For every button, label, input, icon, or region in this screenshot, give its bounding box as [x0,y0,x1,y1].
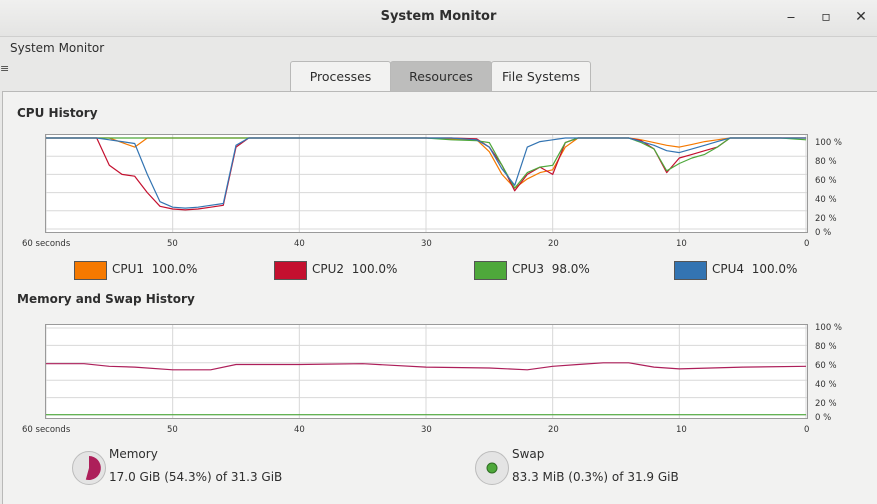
cpu2-legend: CPU2 100.0% [312,262,397,276]
cpu2-value: 100.0% [351,262,398,276]
cpu3-color-swatch[interactable] [474,261,507,280]
cpu2-name: CPU2 [312,262,345,276]
tab-processes[interactable]: Processes [290,61,391,92]
cpu-y-tick: 100 % [815,138,843,148]
tab-resources[interactable]: Resources [390,61,492,92]
cpu-x-tick: 30 [421,239,432,249]
cpu4-value: 100.0% [751,262,798,276]
close-icon[interactable]: ✕ [855,9,867,25]
memory-y-tick: 80 % [815,342,837,352]
cpu-y-tick: 20 % [815,214,837,224]
cpu-y-tick: 60 % [815,176,837,186]
swap-value: 83.3 MiB (0.3%) of 31.9 GiB [512,470,679,484]
cpu-x-tick: 10 [676,239,687,249]
cpu-history-chart [46,135,807,232]
cpu1-value: 100.0% [151,262,198,276]
memory-x-tick: 40 [294,425,305,435]
cpu-series-cpu4 [46,137,806,209]
cpu1-name: CPU1 [112,262,145,276]
memory-y-tick: 100 % [815,323,843,333]
memory-x-start-label: 60 seconds [22,425,71,435]
app-menu-label: System Monitor [10,41,105,55]
cpu3-name: CPU3 [512,262,545,276]
swap-label: Swap [512,447,545,461]
cpu-y-tick: 40 % [815,195,837,205]
memory-graph [45,324,808,419]
memory-history-title: Memory and Swap History [17,292,195,306]
maximize-icon[interactable]: ▫ [821,9,831,25]
cpu-history-title: CPU History [17,106,98,120]
cpu4-legend: CPU4 100.0% [712,262,797,276]
title-bar: System Monitor ⎯ ▫ ✕ [0,0,877,37]
cpu-series-cpu3 [46,137,807,189]
memory-y-tick: 0 % [815,413,832,423]
memory-y-tick: 20 % [815,399,837,409]
swap-pie-icon[interactable] [475,451,509,485]
memory-x-tick: 20 [548,425,559,435]
cpu3-value: 98.0% [551,262,590,276]
cpu-y-tick: 80 % [815,157,837,167]
memory-y-tick: 40 % [815,380,837,390]
tab-file-systems[interactable]: File Systems [491,61,591,92]
memory-y-tick: 60 % [815,361,837,371]
tab-bar: Processes Resources File Systems [290,61,591,92]
cpu4-color-swatch[interactable] [674,261,707,280]
cpu-x-tick: 0 [804,239,810,249]
memory-x-tick: 10 [676,425,687,435]
memory-x-tick: 30 [421,425,432,435]
memory-value: 17.0 GiB (54.3%) of 31.3 GiB [109,470,283,484]
minimize-icon[interactable]: ⎯ [787,9,795,25]
window-title: System Monitor [380,9,497,24]
memory-x-tick: 50 [167,425,178,435]
cpu3-legend: CPU3 98.0% [512,262,590,276]
memory-label: Memory [109,447,158,461]
memory-series-memory [46,362,807,371]
cpu4-name: CPU4 [712,262,745,276]
cpu2-color-swatch[interactable] [274,261,307,280]
cpu-x-tick: 40 [294,239,305,249]
cpu-x-tick: 50 [167,239,178,249]
cpu-x-start-label: 60 seconds [22,239,71,249]
resources-panel: CPU History 100 % 80 % 60 % 40 % 20 % 0 … [2,91,877,504]
memory-x-tick: 0 [804,425,810,435]
memory-history-chart [46,325,807,418]
background-window-edge: ≡ [0,62,10,75]
cpu1-legend: CPU1 100.0% [112,262,197,276]
cpu-graph [45,134,808,233]
cpu-x-tick: 20 [548,239,559,249]
cpu1-color-swatch[interactable] [74,261,107,280]
memory-pie-icon[interactable] [72,451,106,485]
cpu-y-tick: 0 % [815,228,832,238]
